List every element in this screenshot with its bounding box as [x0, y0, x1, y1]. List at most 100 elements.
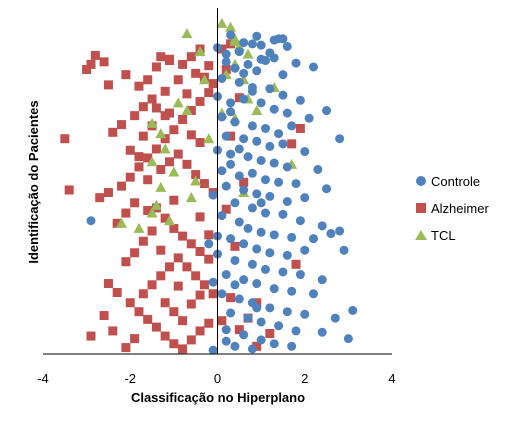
data-point-alzheimer — [95, 193, 105, 203]
data-point-alzheimer — [86, 331, 96, 341]
data-point-controle — [243, 59, 253, 69]
data-point-alzheimer — [86, 59, 96, 69]
data-point-controle — [335, 226, 345, 236]
data-point-controle — [260, 56, 270, 66]
data-point-controle — [221, 270, 231, 280]
data-point-alzheimer — [178, 231, 188, 241]
data-point-tcl — [159, 143, 171, 154]
data-point-controle — [226, 149, 236, 159]
data-point-controle — [234, 77, 244, 87]
data-point-controle — [256, 198, 266, 208]
data-point-tcl — [146, 156, 158, 167]
data-point-controle — [221, 325, 231, 335]
data-point-controle — [269, 53, 279, 63]
data-point-alzheimer — [160, 134, 170, 144]
data-point-alzheimer — [204, 254, 214, 264]
data-point-tcl — [150, 199, 162, 210]
data-point-controle — [278, 90, 288, 100]
data-point-alzheimer — [173, 281, 183, 291]
data-point-alzheimer — [138, 131, 148, 141]
data-point-controle — [247, 39, 257, 49]
data-point-controle — [239, 134, 249, 144]
data-point-alzheimer — [265, 328, 275, 338]
data-point-controle — [265, 191, 275, 201]
legend-marker-alzheimer — [416, 203, 426, 213]
data-point-controle — [313, 164, 323, 174]
data-point-alzheimer — [239, 177, 249, 187]
data-point-alzheimer — [60, 134, 70, 144]
data-point-controle — [274, 177, 284, 187]
data-point-alzheimer — [112, 218, 122, 228]
legend-item-controle: Controle — [416, 174, 480, 189]
data-point-alzheimer — [191, 170, 201, 180]
data-point-alzheimer — [204, 88, 214, 98]
data-point-alzheimer — [195, 212, 205, 222]
data-point-alzheimer — [287, 139, 297, 149]
data-point-alzheimer — [160, 298, 170, 308]
data-point-controle — [291, 326, 301, 336]
data-point-controle — [230, 198, 240, 208]
data-point-alzheimer — [103, 188, 113, 198]
data-point-tcl — [146, 207, 158, 218]
data-point-alzheimer — [138, 102, 148, 112]
data-point-alzheimer — [186, 130, 196, 140]
data-point-controle — [282, 307, 292, 317]
data-point-alzheimer — [121, 208, 131, 218]
data-point-controle — [247, 203, 257, 213]
data-point-controle — [247, 121, 257, 131]
legend-label-tcl: TCL — [431, 228, 456, 243]
data-point-controle — [287, 232, 297, 242]
data-point-controle — [269, 158, 279, 168]
data-point-tcl — [198, 74, 210, 85]
data-point-tcl — [216, 17, 228, 28]
data-point-alzheimer — [186, 299, 196, 309]
data-point-alzheimer — [125, 298, 135, 308]
data-point-controle — [265, 141, 275, 151]
data-point-controle — [239, 94, 249, 104]
x-tick-labels: -4 -2 0 2 4 — [37, 371, 395, 386]
data-point-controle — [256, 227, 266, 237]
data-point-controle — [239, 38, 249, 48]
data-point-alzheimer — [178, 59, 188, 69]
data-point-controle — [322, 184, 332, 194]
legend: Controle Alzheimer TCL — [415, 174, 489, 243]
data-point-controle — [221, 181, 231, 191]
data-point-alzheimer — [156, 52, 166, 62]
data-point-alzheimer — [143, 205, 153, 215]
data-point-controle — [221, 57, 231, 67]
data-point-controle — [217, 211, 227, 221]
data-point-controle — [260, 264, 270, 274]
data-point-alzheimer — [252, 341, 262, 351]
data-point-alzheimer — [103, 279, 113, 289]
legend-marker-controle — [416, 176, 426, 186]
data-point-controle — [243, 152, 253, 162]
data-point-alzheimer — [291, 259, 301, 269]
data-point-alzheimer — [117, 120, 127, 130]
data-point-controle — [208, 190, 218, 200]
data-point-controle — [322, 106, 332, 116]
data-point-controle — [317, 221, 327, 231]
data-point-alzheimer — [173, 75, 183, 85]
data-point-alzheimer — [169, 339, 179, 349]
data-point-controle — [295, 95, 305, 105]
data-point-controle — [226, 98, 236, 108]
data-point-alzheimer — [195, 246, 205, 256]
data-point-alzheimer — [208, 289, 218, 299]
data-point-controle — [234, 144, 244, 154]
data-point-controle — [278, 139, 288, 149]
data-point-controle — [265, 248, 275, 258]
data-point-alzheimer — [121, 70, 131, 80]
data-point-controle — [287, 286, 297, 296]
x-axis-title: Classificação no Hiperplano — [131, 390, 305, 405]
data-point-controle — [269, 230, 279, 240]
data-point-alzheimer — [230, 241, 240, 251]
data-point-alzheimer — [143, 175, 153, 185]
data-point-alzheimer — [195, 97, 205, 107]
data-point-alzheimer — [125, 145, 135, 155]
data-point-controle — [282, 108, 292, 118]
data-point-alzheimer — [186, 335, 196, 345]
data-point-controle — [247, 259, 257, 269]
data-point-controle — [217, 73, 227, 83]
data-point-alzheimer — [108, 326, 118, 336]
